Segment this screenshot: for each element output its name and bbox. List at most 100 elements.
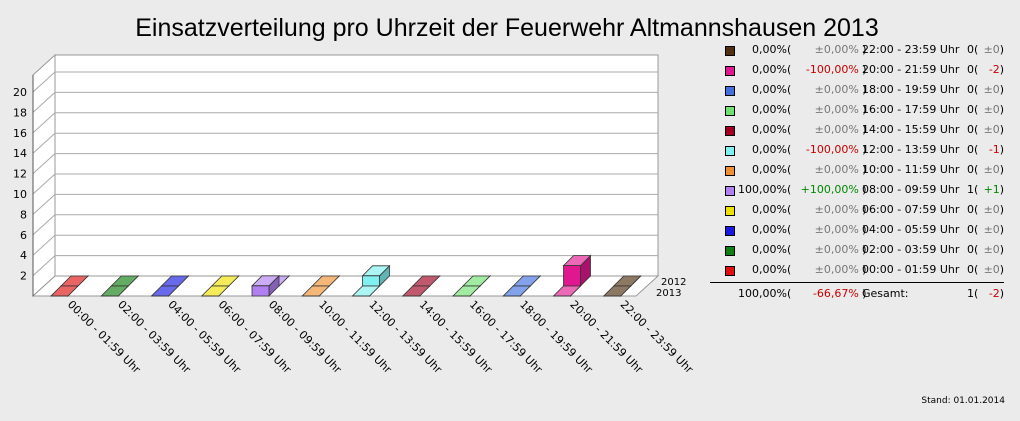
bar-2012 [562, 254, 592, 287]
legend-row: 0,00%( ±0,00% ) 02:00 - 03:59 Uhr 0( ±0) [718, 242, 1018, 262]
legend-change-value: ±0,00% [814, 43, 859, 56]
legend-change-value: ±0,00% [814, 263, 859, 276]
legend-change-value: -100,00% [805, 63, 859, 76]
y-tick-label: 6 [20, 229, 27, 242]
gridline-side [32, 194, 56, 215]
bar-2013 [251, 274, 280, 297]
legend-diff: ±0 [983, 43, 1000, 56]
bar-2013 [401, 285, 431, 297]
legend-total-change-value: -66,67% [812, 287, 859, 300]
legend-count-value: 0 [967, 43, 974, 56]
legend-swatch [725, 226, 735, 236]
legend-change: ( +100,00% ) [787, 183, 867, 196]
gridline-side [32, 112, 56, 134]
legend-row: 0,00%( -100,00% ) 20:00 - 21:59 Uhr 0( -2) [718, 62, 1018, 82]
legend-swatch [725, 126, 735, 136]
legend-change-value: ±0,00% [814, 223, 859, 236]
legend-count-value: 0 [967, 123, 974, 136]
legend-change-value: -100,00% [805, 143, 859, 156]
legend-diff: ±0 [983, 223, 1000, 236]
legend-diff: -1 [988, 143, 1000, 156]
legend-row: 0,00%( ±0,00% ) 18:00 - 19:59 Uhr 0( ±0) [718, 82, 1018, 102]
legend-count: 0( ±0) [962, 243, 1004, 256]
legend-change: ( ±0,00% ) [787, 163, 867, 176]
series-label-2013: 2013 [656, 288, 681, 299]
legend-pct: 0,00% [752, 203, 787, 216]
gridline-side [32, 92, 56, 113]
legend-time: 20:00 - 21:59 Uhr [862, 63, 960, 76]
legend-total-change: ( -66,67% ) [787, 287, 867, 300]
legend-change-value: ±0,00% [814, 243, 859, 256]
bar-2013 [50, 285, 79, 297]
legend-time: 22:00 - 23:59 Uhr [862, 43, 960, 56]
bar-2013 [100, 285, 130, 297]
legend-change-value: +100,00% [800, 183, 859, 196]
legend-change: ( ±0,00% ) [787, 203, 867, 216]
legend-change: ( ±0,00% ) [787, 243, 867, 256]
legend-swatch [725, 246, 735, 256]
legend-pct: 0,00% [752, 263, 787, 276]
legend-count: 0( -1) [962, 143, 1004, 156]
legend-swatch [725, 86, 735, 96]
legend-pct: 0,00% [752, 123, 787, 136]
legend-count-value: 0 [967, 83, 974, 96]
y-tick-label: 18 [13, 106, 27, 119]
legend-row: 0,00%( ±0,00% ) 00:00 - 01:59 Uhr 0( ±0) [718, 262, 1018, 282]
legend-row: 0,00%( ±0,00% ) 10:00 - 11:59 Uhr 0( ±0) [718, 162, 1018, 182]
legend-diff: ±0 [983, 103, 1000, 116]
legend-swatch [725, 166, 735, 176]
series-label-2012: 2012 [661, 277, 686, 288]
legend-time: 14:00 - 15:59 Uhr [862, 123, 960, 136]
legend-time: 16:00 - 17:59 Uhr [862, 103, 960, 116]
legend-count: 0( ±0) [962, 43, 1004, 56]
legend-pct: 0,00% [752, 83, 787, 96]
y-tick-label: 12 [13, 168, 27, 181]
legend-swatch [725, 206, 735, 216]
legend-time: 00:00 - 01:59 Uhr [862, 263, 960, 276]
legend-count-value: 0 [967, 63, 974, 76]
legend-swatch [725, 146, 735, 156]
legend-change: ( ±0,00% ) [787, 223, 867, 236]
bar-2013 [502, 285, 532, 297]
legend-change-value: ±0,00% [814, 103, 859, 116]
legend-count-value: 0 [967, 243, 974, 256]
legend-swatch [725, 46, 735, 56]
legend-count-value: 1 [967, 183, 974, 196]
legend-row: 0,00%( ±0,00% ) 22:00 - 23:59 Uhr 0( ±0) [718, 42, 1018, 62]
gridline-side [32, 234, 56, 256]
side-wall [32, 53, 56, 298]
y-tick-label: 14 [13, 147, 27, 160]
legend-swatch [725, 266, 735, 276]
legend-total-row: 100,00% ( -66,67% ) Gesamt: 1( -2) [718, 286, 1018, 304]
legend-time: 08:00 - 09:59 Uhr [862, 183, 960, 196]
back-wall [54, 54, 659, 277]
bar-2013 [150, 285, 180, 297]
y-tick-label: 8 [20, 208, 27, 221]
legend-count-value: 0 [967, 203, 974, 216]
legend-diff: ±0 [983, 83, 1000, 96]
legend-count-value: 0 [967, 103, 974, 116]
legend-time: 06:00 - 07:59 Uhr [862, 203, 960, 216]
legend-change: ( ±0,00% ) [787, 123, 867, 136]
bar-2012-face [362, 275, 380, 287]
legend-pct: 0,00% [752, 103, 787, 116]
legend-change: ( ±0,00% ) [787, 43, 867, 56]
y-tick-label: 4 [20, 249, 27, 262]
gridline-side [32, 255, 56, 276]
gridline-side [32, 173, 56, 195]
legend-count: 0( ±0) [962, 203, 1004, 216]
legend-change-value: ±0,00% [814, 83, 859, 96]
legend-change: ( ±0,00% ) [787, 103, 867, 116]
legend-time: 12:00 - 13:59 Uhr [862, 143, 960, 156]
legend-count-value: 0 [967, 263, 974, 276]
legend-pct: 0,00% [752, 243, 787, 256]
stand-date: Stand: 01.01.2014 [921, 396, 1005, 406]
gridline-side [32, 153, 56, 174]
legend-total-label: Gesamt: [862, 287, 909, 300]
legend-count-value: 0 [967, 143, 974, 156]
legend-change: ( ±0,00% ) [787, 263, 867, 276]
bar-2012 [361, 264, 391, 287]
legend-time: 18:00 - 19:59 Uhr [862, 83, 960, 96]
legend-diff: ±0 [983, 163, 1000, 176]
legend-diff: ±0 [983, 203, 1000, 216]
